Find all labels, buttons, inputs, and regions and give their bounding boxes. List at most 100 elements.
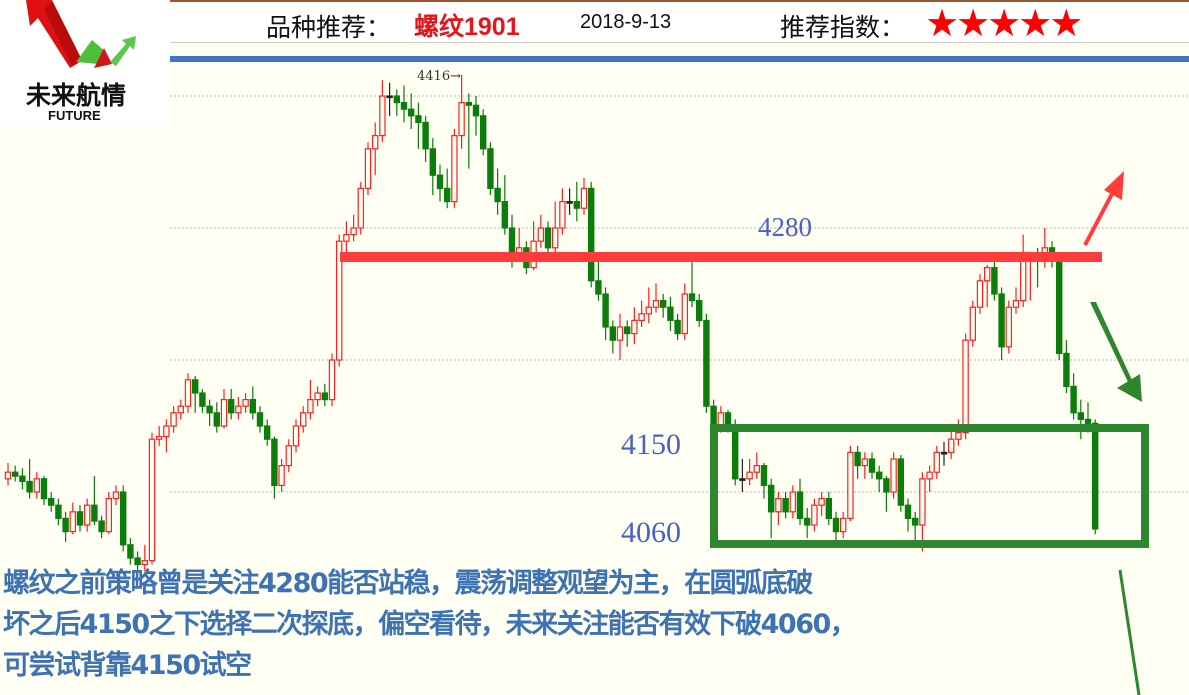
candle — [818, 492, 825, 516]
candle-body — [1077, 412, 1084, 420]
candle-body — [825, 498, 833, 520]
candle-body — [695, 300, 703, 322]
candle-body — [616, 326, 624, 341]
candle — [105, 492, 112, 535]
candle-body — [1070, 385, 1077, 414]
candle-body — [177, 405, 184, 414]
candle-body — [76, 511, 84, 526]
candle-body — [300, 412, 307, 427]
candle-body — [926, 471, 933, 480]
comment-line: 坏之后4150之下选择二次探底，偏空看待，未来关注能否有效下破4060， — [3, 609, 857, 640]
candle — [163, 419, 170, 453]
candle — [897, 455, 905, 512]
candle-body — [192, 379, 199, 394]
candle — [631, 307, 638, 345]
header-bar: 品种推荐： 螺纹1901 2018-9-13 推荐指数： ★★★★★ — [0, 2, 1189, 43]
candle-body — [897, 458, 905, 506]
candle-body — [119, 491, 127, 546]
candle-body — [551, 227, 559, 249]
candle — [1063, 340, 1070, 393]
level-label-4280: 4280 — [758, 212, 812, 242]
candle — [249, 386, 256, 420]
candle — [955, 419, 962, 446]
candle-body — [775, 498, 782, 513]
candle — [62, 511, 69, 543]
candle — [170, 406, 177, 433]
candle — [789, 485, 797, 519]
candle — [602, 287, 609, 341]
candle-body — [767, 484, 775, 513]
candle — [991, 261, 998, 301]
candle — [861, 452, 869, 479]
candle-body — [731, 425, 739, 480]
candle — [292, 419, 300, 453]
candle — [919, 472, 926, 552]
candle — [328, 353, 336, 407]
top-border — [0, 0, 1189, 2]
candle — [256, 406, 264, 433]
candle — [26, 459, 33, 499]
candle-body — [465, 101, 473, 106]
candle — [4, 462, 12, 486]
candle-body — [228, 399, 235, 414]
candle-body — [602, 293, 609, 328]
candle-body — [681, 293, 689, 335]
candle — [184, 373, 192, 413]
candle — [1012, 287, 1020, 314]
candle — [465, 93, 473, 169]
candle — [112, 485, 120, 506]
candle — [400, 85, 408, 123]
rating-stars-icon: ★★★★★ — [925, 1, 1083, 45]
candle — [357, 181, 365, 235]
candle-body — [458, 101, 465, 137]
candle — [609, 320, 617, 354]
candle-body — [1063, 352, 1070, 387]
candle-body — [796, 491, 804, 519]
candle-body — [278, 465, 285, 487]
candle — [530, 221, 537, 271]
candle — [192, 375, 199, 413]
candle — [436, 164, 444, 202]
consolidation-box — [710, 424, 1149, 548]
candle-body — [163, 425, 170, 438]
candle-body — [789, 491, 797, 513]
up-arrow-icon — [1083, 171, 1124, 246]
candle — [551, 201, 559, 255]
candle — [12, 465, 19, 482]
candle — [839, 511, 847, 539]
candle-body — [19, 475, 26, 483]
candle — [1070, 373, 1077, 420]
candle — [703, 313, 710, 413]
candle-body — [566, 201, 573, 204]
candle — [746, 459, 753, 486]
candle — [580, 177, 588, 215]
logo-text-cn: 未来航情 — [26, 81, 126, 110]
candle-body — [1005, 306, 1013, 348]
candle — [652, 283, 660, 313]
candle-body — [321, 392, 329, 401]
candle-body — [976, 280, 984, 308]
candle — [444, 168, 451, 209]
candle — [573, 181, 581, 222]
candle-body — [623, 326, 631, 335]
candle — [976, 274, 984, 314]
candle — [811, 498, 818, 532]
candle — [890, 452, 897, 499]
candle-body — [1012, 300, 1020, 308]
candle — [782, 492, 789, 519]
candle-body — [170, 412, 177, 427]
level-label-4060: 4060 — [621, 516, 681, 549]
candle — [372, 122, 379, 176]
candle-body — [875, 471, 883, 480]
candle — [616, 313, 624, 360]
candle — [803, 507, 811, 539]
candle-body — [271, 438, 278, 487]
candle — [832, 511, 840, 545]
candle — [307, 379, 314, 420]
candle — [854, 445, 861, 479]
candle-body — [105, 498, 112, 533]
candle-body — [148, 438, 156, 562]
candle-body — [739, 478, 746, 481]
candle-body — [256, 412, 264, 427]
candle — [83, 498, 91, 532]
